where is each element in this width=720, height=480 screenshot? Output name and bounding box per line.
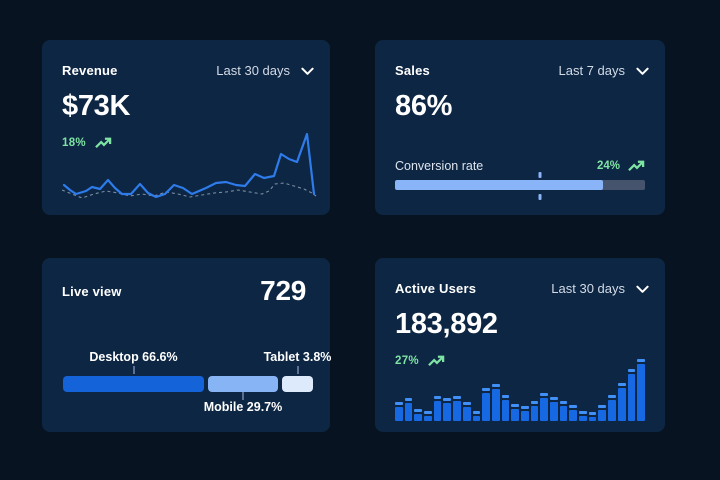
user-activity-bar (491, 384, 500, 421)
live-view-card-title: Live view (62, 284, 122, 299)
sales-card-header: Sales Last 7 days (395, 63, 649, 78)
sales-metric-row: Conversion rate 24% (395, 159, 645, 173)
user-activity-bar (395, 402, 403, 421)
revenue-card-header: Revenue Last 30 days (62, 63, 314, 78)
user-activity-bar (414, 409, 423, 421)
segment-desktop (63, 376, 204, 392)
user-activity-bar (617, 383, 626, 421)
revenue-range-label: Last 30 days (216, 63, 290, 78)
revenue-card-title: Revenue (62, 63, 118, 78)
live-view-value: 729 (260, 275, 306, 306)
active-users-delta-percent: 27% (395, 355, 419, 367)
conversion-progress (395, 172, 645, 200)
active-users-range-selector[interactable]: Last 30 days (551, 281, 649, 296)
chevron-down-icon (301, 67, 314, 75)
revenue-delta-percent: 18% (62, 137, 86, 149)
user-activity-bar (627, 369, 636, 421)
user-activity-bar (404, 398, 413, 421)
segment-mobile (208, 376, 278, 392)
segment-tick-desktop (132, 366, 135, 374)
progress-fill (395, 180, 603, 190)
user-activity-bar (433, 396, 442, 421)
segment-tablet (282, 376, 313, 392)
user-activity-bar (472, 411, 481, 421)
device-share-bar (63, 376, 313, 392)
conversion-rate-label: Conversion rate (395, 159, 484, 173)
user-activity-bar (588, 412, 597, 421)
segment-label-desktop: Desktop 66.6% (89, 350, 178, 364)
user-activity-bar (579, 411, 587, 421)
active-users-range-label: Last 30 days (551, 281, 625, 296)
sales-card: Sales Last 7 days 86% Conversion rate 24… (375, 40, 665, 215)
user-activity-bar (569, 405, 578, 421)
revenue-card: Revenue Last 30 days $73K 18% (42, 40, 330, 215)
chevron-down-icon (636, 285, 649, 293)
sales-value: 86% (395, 90, 453, 122)
active-users-card-header: Active Users Last 30 days (395, 281, 649, 296)
sales-card-title: Sales (395, 63, 430, 78)
user-activity-bar (453, 396, 461, 421)
sales-delta-percent: 24% (596, 160, 620, 172)
user-activity-bar (559, 401, 568, 421)
sales-range-selector[interactable]: Last 7 days (559, 63, 650, 78)
revenue-range-selector[interactable]: Last 30 days (216, 63, 314, 78)
user-activity-bar (550, 397, 558, 421)
trend-up-icon (428, 355, 445, 367)
user-activity-bar (540, 393, 548, 421)
user-activity-bar (608, 395, 616, 421)
active-users-card: Active Users Last 30 days 183,892 27% (375, 258, 665, 432)
segment-tick-mobile (242, 392, 244, 400)
active-users-delta: 27% (395, 355, 445, 367)
revenue-value: $73K (62, 90, 131, 122)
active-users-value: 183,892 (395, 308, 498, 340)
trend-up-icon (628, 160, 645, 172)
sales-delta: 24% (597, 160, 645, 172)
revenue-current-series (64, 134, 314, 197)
live-view-card: Live view 729 Desktop 66.6% Tablet 3.8% … (42, 258, 331, 432)
active-users-bar-chart (395, 359, 645, 421)
user-activity-bar (511, 404, 519, 421)
user-activity-bar (424, 411, 432, 421)
device-share-chart: Desktop 66.6% Tablet 3.8% Mobile 29.7% (63, 350, 331, 416)
progress-marker-top (538, 172, 542, 178)
trend-up-icon (95, 137, 112, 149)
revenue-delta: 18% (62, 137, 112, 149)
revenue-previous-series (62, 183, 316, 198)
segment-label-tablet: Tablet 3.8% (263, 350, 332, 364)
revenue-line-chart (62, 128, 318, 198)
progress-track (395, 180, 645, 190)
sales-range-label: Last 7 days (558, 63, 626, 78)
user-activity-bar (482, 388, 490, 421)
segment-label-mobile: Mobile 29.7% (203, 400, 283, 414)
active-users-card-title: Active Users (395, 281, 477, 296)
segment-tick-tablet (296, 366, 299, 374)
user-activity-bar (462, 402, 471, 421)
progress-marker-bottom (538, 194, 542, 200)
user-activity-bar (637, 359, 645, 421)
user-activity-bar (598, 405, 607, 421)
user-activity-bar (520, 406, 529, 421)
chevron-down-icon (636, 67, 649, 75)
user-activity-bar (443, 398, 452, 421)
user-activity-bar (530, 401, 539, 421)
user-activity-bar (501, 395, 510, 421)
